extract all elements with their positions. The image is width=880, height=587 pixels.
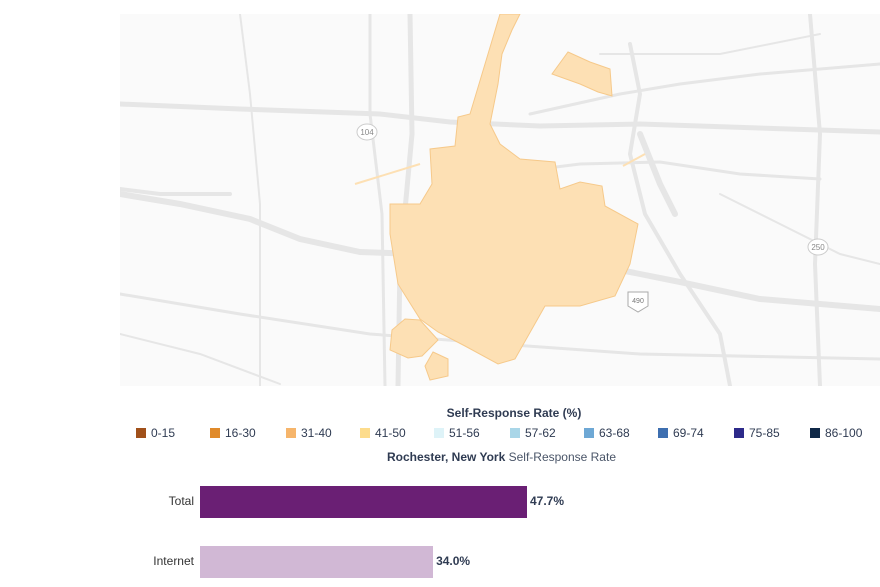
legend-label: 69-74: [673, 426, 704, 440]
chart-subtitle: Rochester, New York Self-Response Rate: [0, 450, 880, 464]
legend-swatch: [734, 428, 744, 438]
legend-label: 57-62: [525, 426, 556, 440]
bar-total[interactable]: [200, 486, 527, 518]
legend-title: Self-Response Rate (%): [446, 406, 582, 420]
legend-swatch: [210, 428, 220, 438]
svg-text:250: 250: [811, 243, 825, 252]
legend-swatch: [286, 428, 296, 438]
legend-item-75-85: 75-85: [734, 426, 780, 440]
legend-label: 31-40: [301, 426, 332, 440]
bar-row-total: Total 47.7%: [0, 486, 880, 518]
bar-value-label: 47.7%: [530, 494, 565, 508]
legend-item-0-15: 0-15: [136, 426, 175, 440]
legend-label: 16-30: [225, 426, 256, 440]
legend-item-41-50: 41-50: [360, 426, 406, 440]
bar-category-label: Internet: [153, 554, 194, 568]
legend-swatch: [360, 428, 370, 438]
legend-item-63-68: 63-68: [584, 426, 630, 440]
legend-swatch: [510, 428, 520, 438]
bar-value-label: 34.0%: [436, 554, 471, 568]
legend-swatch: [658, 428, 668, 438]
census-map[interactable]: 104 250 490: [120, 14, 880, 386]
legend-swatch: [136, 428, 146, 438]
bar-category-label: Total: [168, 494, 194, 508]
bar-internet[interactable]: [200, 546, 434, 578]
legend-item-86-100: 86-100: [810, 426, 862, 440]
svg-text:490: 490: [632, 298, 644, 305]
legend: 0-15 16-30 31-40 41-50 51-56 57-62 63-68 69-74 7…: [136, 426, 876, 442]
legend-label: 51-56: [449, 426, 480, 440]
104-shield-icon: 104: [356, 123, 378, 141]
legend-item-57-62: 57-62: [510, 426, 556, 440]
place-name: Rochester, New York: [386, 450, 506, 464]
svg-text:104: 104: [360, 128, 374, 137]
road-shields: 104 250 490: [356, 123, 829, 313]
250-shield-icon: 250: [807, 238, 829, 256]
legend-swatch: [584, 428, 594, 438]
490-shield-icon: 490: [627, 291, 649, 313]
legend-label: 63-68: [599, 426, 630, 440]
legend-item-16-30: 16-30: [210, 426, 256, 440]
legend-label: 0-15: [151, 426, 176, 440]
legend-label: 41-50: [375, 426, 406, 440]
subtitle-suffix: Self-Response Rate: [505, 450, 616, 464]
road-network: [120, 14, 880, 386]
legend-item-51-56: 51-56: [434, 426, 480, 440]
legend-swatch: [434, 428, 444, 438]
bar-row-internet: Internet 34.0%: [0, 546, 880, 578]
legend-label: 75-85: [749, 426, 780, 440]
legend-item-31-40: 31-40: [286, 426, 332, 440]
legend-swatch: [810, 428, 820, 438]
rochester-city-boundary[interactable]: [354, 14, 646, 381]
legend-label: 86-100: [825, 426, 863, 440]
legend-item-69-74: 69-74: [658, 426, 704, 440]
